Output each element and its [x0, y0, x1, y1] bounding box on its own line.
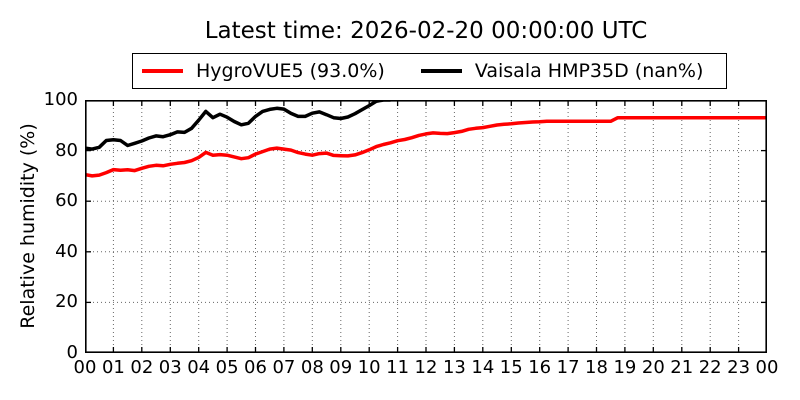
- x-tick-label: 00: [755, 357, 779, 378]
- x-tick-label: 21: [670, 357, 694, 378]
- x-tick-label: 01: [101, 357, 125, 378]
- x-tick-label: 03: [158, 357, 182, 378]
- legend-item-hygrovue5: HygroVUE5 (93.0%): [142, 60, 385, 82]
- x-tick-label: 06: [244, 357, 267, 378]
- x-tick-label: 19: [613, 357, 637, 378]
- x-tick-label: 07: [272, 357, 296, 378]
- x-tick-label: 00: [73, 357, 97, 378]
- plot-frame: [85, 100, 767, 353]
- x-tick-label: 09: [329, 357, 353, 378]
- chart-title: Latest time: 2026-02-20 00:00:00 UTC: [204, 18, 648, 44]
- axis-ticks: [85, 100, 767, 353]
- x-tick-label: 14: [471, 357, 495, 378]
- series-line-1: [85, 100, 391, 151]
- x-tick-label: 04: [187, 357, 211, 378]
- plot-area: [85, 100, 767, 353]
- y-axis-tick-labels: 0 20 40 60 80 100: [0, 89, 78, 363]
- grid: [85, 100, 767, 353]
- x-tick-label: 18: [585, 357, 608, 378]
- legend: HygroVUE5 (93.0%) Vaisala HMP35D (nan%): [132, 53, 727, 89]
- legend-item-vaisala: Vaisala HMP35D (nan%): [420, 60, 704, 82]
- x-tick-label: 08: [300, 357, 324, 378]
- y-tick-label: 0: [66, 342, 78, 363]
- y-tick-label: 100: [43, 89, 78, 110]
- x-tick-label: 22: [698, 357, 722, 378]
- x-axis-tick-labels: 00 01 02 03 04 05 06 07 08 09 10 11 12 13 14 15 16 17 18 19…: [74, 357, 779, 379]
- legend-label-hygrovue5: HygroVUE5 (93.0%): [196, 60, 385, 82]
- y-tick-label: 60: [55, 190, 78, 212]
- y-tick-label: 20: [55, 291, 78, 313]
- legend-label-vaisala: Vaisala HMP35D (nan%): [474, 60, 704, 82]
- x-tick-label: 12: [414, 357, 438, 378]
- x-tick-label: 10: [357, 357, 381, 378]
- y-tick-label: 80: [55, 139, 78, 161]
- legend-swatch-vaisala: [420, 69, 462, 73]
- x-tick-label: 20: [641, 357, 665, 378]
- x-tick-label: 16: [528, 357, 552, 378]
- x-tick-label: 11: [386, 357, 410, 378]
- x-tick-label: 17: [556, 357, 580, 378]
- y-tick-label: 40: [55, 240, 78, 262]
- x-tick-label: 02: [130, 357, 154, 378]
- series-line-0: [85, 115, 767, 178]
- legend-swatch-hygrovue5: [142, 69, 183, 73]
- x-tick-label: 15: [499, 357, 523, 378]
- x-tick-label: 05: [215, 357, 239, 378]
- x-tick-label: 23: [727, 357, 751, 378]
- x-tick-label: 13: [442, 357, 466, 378]
